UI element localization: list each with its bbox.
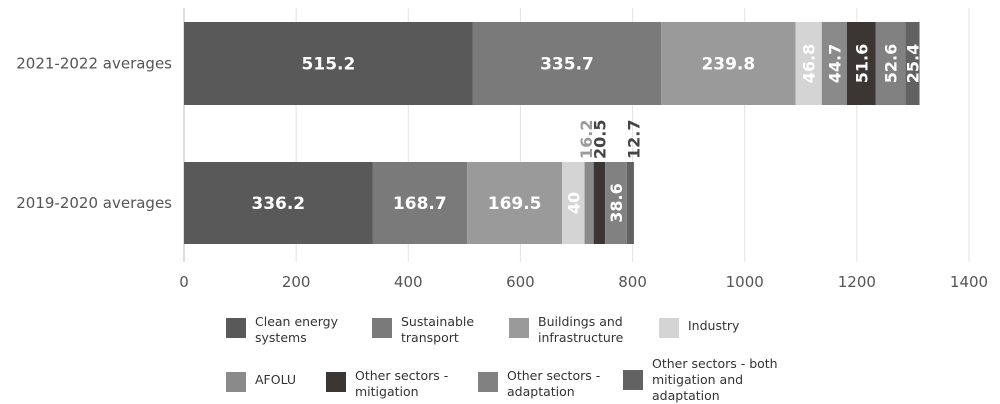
bar-segment-0-1 (472, 22, 662, 105)
data-label-0-0: 515.2 (302, 55, 356, 75)
bar-segment-0-6 (875, 22, 906, 105)
x-tick-label-800: 800 (618, 273, 647, 291)
category-label-0: 2021-2022 averages (16, 55, 172, 73)
data-label-0-7: 25.4 (903, 44, 922, 83)
data-label-1-4: 16.2 (577, 120, 596, 159)
bar-segment-1-0 (184, 162, 373, 244)
data-label-0-6: 52.6 (882, 44, 901, 83)
category-label-1: 2019-2020 averages (16, 194, 172, 212)
data-label-0-1: 335.7 (540, 55, 594, 75)
data-label-1-6: 38.6 (607, 183, 626, 222)
bar-segment-1-6 (605, 162, 627, 244)
x-tick-label-400: 400 (394, 273, 423, 291)
data-label-1-2: 169.5 (488, 194, 542, 214)
x-tick-label-1200: 1200 (838, 273, 876, 291)
data-label-1-5: 20.5 (590, 120, 609, 159)
x-tick-label-0: 0 (179, 273, 189, 291)
bar-segment-0-4 (821, 22, 847, 105)
x-tick-label-200: 200 (282, 273, 311, 291)
data-label-0-4: 44.7 (825, 44, 844, 83)
bar-segment-1-1 (372, 162, 468, 244)
bar-segment-0-2 (661, 22, 796, 105)
data-label-1-3: 40 (564, 192, 583, 214)
bar-segment-1-7 (626, 162, 634, 244)
bar-segment-1-4 (584, 162, 594, 244)
bar-segment-1-3 (562, 162, 585, 244)
x-tick-label-600: 600 (506, 273, 535, 291)
bar-segment-1-5 (593, 162, 606, 244)
data-label-0-2: 239.8 (701, 55, 755, 75)
bar-segment-1-2 (467, 162, 563, 244)
data-label-1-7: 12.7 (624, 120, 643, 159)
bar-segment-0-7 (905, 22, 920, 105)
bar-segment-0-5 (846, 22, 876, 105)
data-label-1-1: 168.7 (393, 194, 447, 214)
bar-segment-0-3 (795, 22, 822, 105)
data-label-1-0: 336.2 (251, 194, 305, 214)
data-label-0-5: 51.6 (852, 44, 871, 83)
data-label-0-3: 46.8 (800, 44, 819, 83)
bar-segment-0-0 (184, 22, 473, 105)
x-tick-label-1400: 1400 (950, 273, 988, 291)
x-tick-label-1000: 1000 (726, 273, 764, 291)
